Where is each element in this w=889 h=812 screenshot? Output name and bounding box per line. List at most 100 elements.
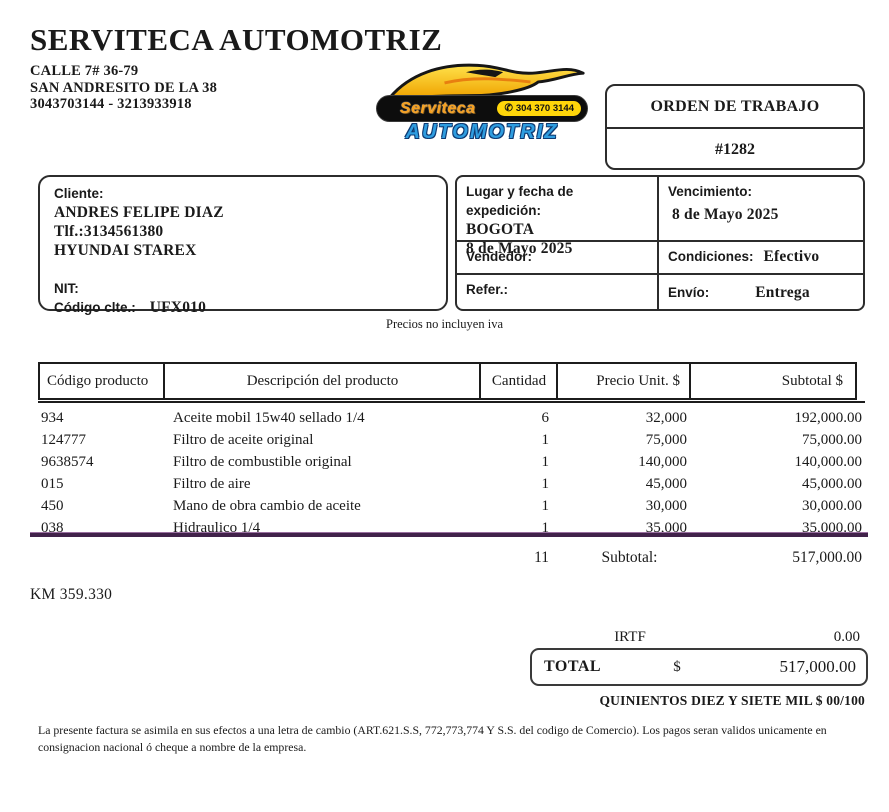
cell-subtotal: 35,000.00 bbox=[802, 519, 862, 536]
client-code-value: UFX010 bbox=[149, 299, 207, 316]
header-underline bbox=[38, 401, 865, 403]
issue-date: 8 de Mayo 2025 bbox=[466, 240, 573, 257]
header-descripcion: Descripción del producto bbox=[163, 362, 481, 400]
header-cantidad: Cantidad bbox=[479, 362, 558, 400]
conditions-value: Efectivo bbox=[763, 248, 820, 265]
cell-qty: 1 bbox=[541, 519, 550, 536]
total-box: TOTAL $ 517,000.00 bbox=[530, 648, 868, 686]
cell-qty: 6 bbox=[541, 409, 550, 426]
cell-description: Filtro de combustible original bbox=[173, 453, 352, 470]
address-line-1: CALLE 7# 36-79 bbox=[30, 63, 139, 79]
subtotal-label: Subtotal: bbox=[601, 549, 658, 566]
issue-box: Lugar y fecha de expedición: BOGOTA 8 de… bbox=[455, 175, 865, 311]
cell-subtotal: 192,000.00 bbox=[794, 409, 863, 426]
amount-in-words: QUINIENTOS DIEZ Y SIETE MIL $ 00/100 bbox=[599, 693, 865, 708]
cell-code: 9638574 bbox=[41, 453, 94, 470]
seller-label: Vendedor: bbox=[466, 249, 533, 264]
due-cell: Vencimiento: 8 de Mayo 2025 bbox=[657, 177, 863, 240]
total-label: TOTAL bbox=[544, 658, 602, 675]
company-address: CALLE 7# 36-79 SAN ANDRESITO DE LA 38 30… bbox=[30, 63, 217, 113]
cell-description: Hidraulico 1/4 bbox=[173, 519, 261, 536]
table-body: 934 Aceite mobil 15w40 sellado 1/4 6 32,… bbox=[38, 407, 865, 539]
cell-subtotal: 75,000.00 bbox=[802, 431, 862, 448]
cell-description: Aceite mobil 15w40 sellado 1/4 bbox=[173, 409, 365, 426]
client-name: ANDRES FELIPE DIAZ bbox=[54, 204, 224, 221]
cell-description: Mano de obra cambio de aceite bbox=[173, 497, 361, 514]
header-codigo: Código producto bbox=[38, 362, 165, 400]
table-footer-divider bbox=[30, 532, 868, 537]
seller-cell: Vendedor: bbox=[457, 240, 657, 273]
due-date: 8 de Mayo 2025 bbox=[672, 206, 779, 223]
conditions-cell: Condiciones: Efectivo bbox=[657, 240, 863, 273]
client-phone: Tlf.:3134561380 bbox=[54, 223, 164, 240]
cell-qty: 1 bbox=[541, 431, 550, 448]
cell-code: 015 bbox=[41, 475, 64, 492]
client-code-label: Código clte.: bbox=[54, 300, 136, 315]
header-subtotal: Subtotal $ bbox=[689, 362, 857, 400]
irtf-row: IRTF 0.00 bbox=[530, 629, 865, 646]
client-box: Cliente: ANDRES FELIPE DIAZ Tlf.:3134561… bbox=[38, 175, 448, 316]
km-note: KM 359.330 bbox=[30, 586, 113, 603]
ref-label: Refer.: bbox=[466, 282, 509, 297]
cell-unit-price: 32,000 bbox=[645, 409, 687, 426]
address-line-2: SAN ANDRESITO DE LA 38 bbox=[30, 79, 218, 96]
table-row: 015 Filtro de aire 1 45,000 45,000.00 bbox=[38, 473, 865, 495]
logo-phone-badge: ✆ 304 370 3144 bbox=[497, 101, 581, 116]
table-row: 124777 Filtro de aceite original 1 75,00… bbox=[38, 429, 865, 451]
client-label: Cliente: bbox=[54, 186, 104, 201]
shipping-label: Envío: bbox=[668, 285, 710, 300]
subtotal-row: 11 Subtotal: 517,000.00 bbox=[38, 549, 865, 567]
irtf-label: IRTF bbox=[614, 629, 646, 645]
cell-unit-price: 35,000 bbox=[645, 519, 687, 536]
company-logo: Serviteca ✆ 304 370 3144 AUTOMOTRIZ bbox=[374, 58, 594, 146]
cell-code: 038 bbox=[41, 519, 64, 536]
page-title: SERVITECA AUTOMOTRIZ bbox=[30, 22, 443, 57]
issue-place-label: Lugar y fecha de expedición: bbox=[466, 184, 574, 218]
order-title: ORDEN DE TRABAJO bbox=[607, 86, 863, 129]
table-row: 038 Hidraulico 1/4 1 35,000 35,000.00 bbox=[38, 517, 865, 539]
order-number: #1282 bbox=[715, 140, 755, 158]
items-table: Código producto Descripción del producto… bbox=[38, 362, 865, 539]
logo-banner: Serviteca ✆ 304 370 3144 bbox=[376, 95, 588, 122]
cell-unit-price: 75,000 bbox=[645, 431, 687, 448]
header-precio: Precio Unit. $ bbox=[556, 362, 691, 400]
issue-place: BOGOTA bbox=[466, 221, 535, 238]
irtf-value: 0.00 bbox=[833, 629, 860, 645]
table-row: 450 Mano de obra cambio de aceite 1 30,0… bbox=[38, 495, 865, 517]
issue-place-cell: Lugar y fecha de expedición: BOGOTA 8 de… bbox=[457, 177, 657, 257]
conditions-label: Condiciones: bbox=[668, 249, 754, 264]
cell-subtotal: 140,000.00 bbox=[794, 453, 863, 470]
cell-subtotal: 30,000.00 bbox=[802, 497, 862, 514]
cell-code: 934 bbox=[41, 409, 64, 426]
total-quantity: 11 bbox=[534, 549, 549, 566]
logo-brand-text: Serviteca bbox=[399, 99, 476, 117]
cell-qty: 1 bbox=[541, 453, 550, 470]
logo-phone-number: 304 370 3144 bbox=[515, 103, 574, 114]
due-label: Vencimiento: bbox=[668, 184, 753, 199]
tax-note: Precios no incluyen iva bbox=[386, 317, 503, 331]
cell-unit-price: 45,000 bbox=[645, 475, 687, 492]
cell-code: 124777 bbox=[41, 431, 86, 448]
ref-cell: Refer.: bbox=[457, 273, 657, 309]
shipping-cell: Envío: Entrega bbox=[657, 273, 863, 309]
cell-qty: 1 bbox=[541, 497, 550, 514]
table-header-row: Código producto Descripción del producto… bbox=[38, 362, 865, 400]
table-row: 9638574 Filtro de combustible original 1… bbox=[38, 451, 865, 473]
client-vehicle: HYUNDAI STAREX bbox=[54, 242, 197, 259]
subtotal-value: 517,000.00 bbox=[792, 549, 862, 566]
company-phones: 3043703144 - 3213933918 bbox=[30, 96, 192, 112]
cell-code: 450 bbox=[41, 497, 64, 514]
cell-subtotal: 45,000.00 bbox=[802, 475, 862, 492]
cell-description: Filtro de aire bbox=[173, 475, 251, 492]
client-nit-label: NIT: bbox=[54, 281, 79, 296]
spacer bbox=[54, 260, 432, 279]
total-value: 517,000.00 bbox=[779, 657, 857, 676]
legal-footer: La presente factura se asimila en sus ef… bbox=[38, 723, 827, 754]
cell-unit-price: 140,000 bbox=[638, 453, 687, 470]
currency-symbol: $ bbox=[673, 658, 681, 675]
cell-unit-price: 30,000 bbox=[645, 497, 687, 514]
whatsapp-icon: ✆ bbox=[504, 103, 513, 114]
cell-description: Filtro de aceite original bbox=[173, 431, 314, 448]
logo-brand-subtext: AUTOMOTRIZ bbox=[405, 121, 559, 143]
shipping-value: Entrega bbox=[755, 284, 810, 301]
